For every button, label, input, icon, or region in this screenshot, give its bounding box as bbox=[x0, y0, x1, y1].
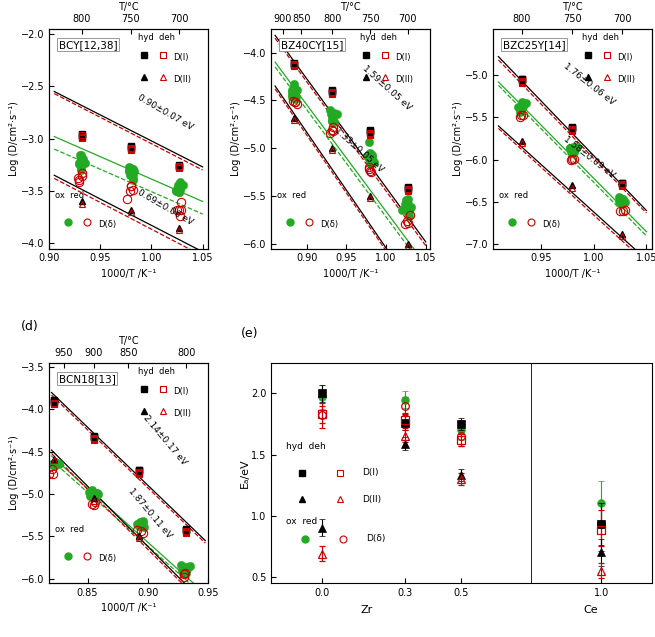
Text: ox  red: ox red bbox=[56, 526, 84, 534]
Y-axis label: Log (D/cm²·s⁻¹): Log (D/cm²·s⁻¹) bbox=[231, 101, 241, 176]
Text: BCN18[13]: BCN18[13] bbox=[59, 374, 115, 384]
Text: Ce: Ce bbox=[584, 605, 598, 615]
Text: BZ40CY[15]: BZ40CY[15] bbox=[280, 39, 343, 50]
Text: D(δ): D(δ) bbox=[98, 554, 117, 563]
X-axis label: 1000/T /K⁻¹: 1000/T /K⁻¹ bbox=[101, 603, 156, 613]
Text: 1.59±0.05 eV: 1.59±0.05 eV bbox=[361, 64, 413, 112]
X-axis label: 1000/T /K⁻¹: 1000/T /K⁻¹ bbox=[101, 269, 156, 279]
Text: D(II): D(II) bbox=[173, 75, 191, 83]
Text: hyd  deh: hyd deh bbox=[582, 33, 619, 42]
Y-axis label: Log (D/cm²·s⁻¹): Log (D/cm²·s⁻¹) bbox=[453, 101, 463, 176]
Text: (d): (d) bbox=[20, 320, 39, 333]
Text: D(I): D(I) bbox=[173, 53, 189, 62]
Text: D(I): D(I) bbox=[173, 387, 189, 396]
Text: 2.14±0.17 eV: 2.14±0.17 eV bbox=[141, 413, 189, 466]
Text: D(II): D(II) bbox=[173, 409, 191, 418]
Text: hyd  deh: hyd deh bbox=[360, 33, 397, 42]
Text: ox  red: ox red bbox=[56, 191, 84, 200]
Text: 1.33±0.05 eV: 1.33±0.05 eV bbox=[333, 125, 385, 174]
Text: BZC25Y[14]: BZC25Y[14] bbox=[502, 39, 565, 50]
Text: D(δ): D(δ) bbox=[98, 220, 117, 229]
Text: ox  red: ox red bbox=[500, 191, 529, 200]
Text: hyd  deh: hyd deh bbox=[286, 442, 326, 451]
Text: D(II): D(II) bbox=[617, 75, 635, 83]
X-axis label: 1000/T /K⁻¹: 1000/T /K⁻¹ bbox=[545, 269, 600, 279]
Y-axis label: Log (D/cm²·s⁻¹): Log (D/cm²·s⁻¹) bbox=[9, 101, 19, 176]
Text: 0.69±0.06 eV: 0.69±0.06 eV bbox=[136, 187, 195, 227]
Text: D(II): D(II) bbox=[362, 495, 382, 504]
Text: D(δ): D(δ) bbox=[366, 534, 386, 543]
Text: D(I): D(I) bbox=[617, 53, 632, 62]
X-axis label: T/°C: T/°C bbox=[118, 336, 139, 346]
Text: 1.58±0.09 eV: 1.58±0.09 eV bbox=[562, 135, 616, 180]
Text: D(δ): D(δ) bbox=[320, 220, 339, 229]
X-axis label: T/°C: T/°C bbox=[562, 2, 583, 11]
Text: D(δ): D(δ) bbox=[542, 220, 561, 229]
Text: ox  red: ox red bbox=[278, 191, 307, 200]
X-axis label: T/°C: T/°C bbox=[340, 2, 361, 11]
Text: hyd  deh: hyd deh bbox=[138, 368, 175, 376]
Text: (e): (e) bbox=[240, 327, 258, 340]
Text: D(I): D(I) bbox=[395, 53, 410, 62]
Text: hyd  deh: hyd deh bbox=[138, 33, 175, 42]
Text: 1.76±0.06 eV: 1.76±0.06 eV bbox=[562, 61, 616, 107]
Text: Zr: Zr bbox=[360, 605, 373, 615]
Text: BCY[12,38]: BCY[12,38] bbox=[59, 39, 117, 50]
Text: 0.90±0.07 eV: 0.90±0.07 eV bbox=[136, 93, 195, 132]
X-axis label: 1000/T /K⁻¹: 1000/T /K⁻¹ bbox=[323, 269, 378, 279]
X-axis label: T/°C: T/°C bbox=[118, 2, 139, 11]
Text: 1.87±0.11 eV: 1.87±0.11 eV bbox=[126, 487, 173, 540]
Y-axis label: Eₐ/eV: Eₐ/eV bbox=[240, 458, 250, 488]
Text: ox  red: ox red bbox=[286, 517, 318, 526]
Text: D(II): D(II) bbox=[395, 75, 413, 83]
Y-axis label: Log (D/cm²·s⁻¹): Log (D/cm²·s⁻¹) bbox=[9, 436, 19, 510]
Text: D(I): D(I) bbox=[362, 468, 379, 477]
